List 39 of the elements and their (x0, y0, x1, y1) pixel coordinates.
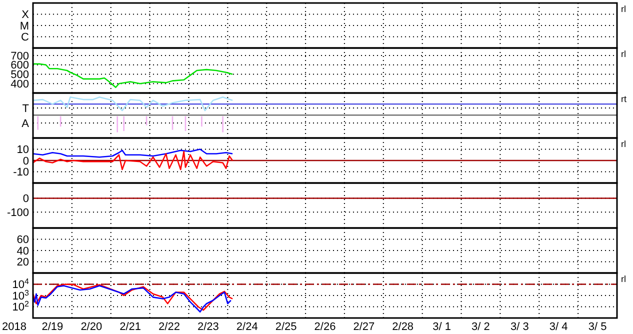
x-tick-label: 3/ 1 (432, 321, 451, 333)
category-label: A (22, 118, 29, 130)
x-tick-label: 3/ 2 (472, 321, 490, 333)
x-tick-label: 2/20 (80, 321, 102, 333)
y-tick-label: 10$^{2}$ (12, 299, 30, 314)
x-tick-label: 2/19 (42, 321, 64, 333)
text: rt (621, 94, 627, 104)
x-tick-label: 2/25 (275, 321, 297, 333)
y-tick-label: 20 (16, 256, 29, 269)
y-tick-label: 0 (22, 155, 29, 168)
x-tick-label: 2/22 (158, 321, 180, 333)
x-tick-label: 2/27 (353, 321, 375, 333)
text: rl (621, 139, 626, 149)
line-series (32, 150, 234, 170)
category-label: T (22, 102, 29, 115)
y-tick-label: 60 (16, 234, 29, 246)
category-label: M (20, 20, 29, 32)
x-tick-label: 3/ 5 (588, 321, 607, 333)
text: rl (621, 4, 626, 14)
line-series (32, 63, 234, 88)
line-series (32, 148, 234, 158)
text: rl (621, 49, 626, 59)
x-tick-label: 2/21 (120, 321, 142, 333)
y-tick-label: -100 (6, 206, 29, 219)
x-tick-label: 3/ 4 (549, 321, 568, 333)
x-tick-label: 2/23 (197, 321, 219, 333)
x-tick-label: 3/ 3 (510, 321, 529, 333)
x-axis-title: 2018 (2, 321, 26, 333)
x-tick-label: 2/24 (236, 321, 258, 333)
y-tick-label: 10 (16, 144, 29, 156)
x-tick-label: 2/26 (314, 321, 336, 333)
category-label: C (21, 32, 29, 44)
text: rl (621, 274, 626, 284)
y-tick-label: 400 (10, 78, 29, 90)
y-tick-label: 40 (16, 245, 29, 258)
x-tick-label: 2/28 (392, 321, 414, 333)
y-tick-label: 0 (22, 193, 29, 206)
y-tick-label: -10 (13, 166, 29, 179)
category-label: X (22, 9, 29, 22)
